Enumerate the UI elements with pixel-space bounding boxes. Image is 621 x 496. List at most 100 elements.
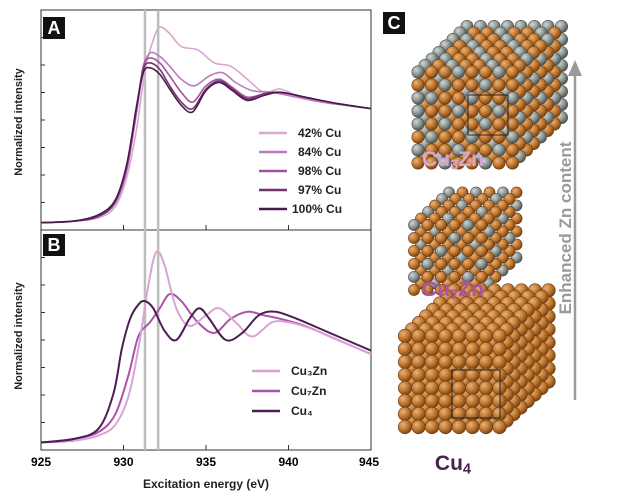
copper-atom — [478, 143, 492, 157]
copper-atom — [451, 341, 467, 357]
panel-c-letter: C — [388, 13, 401, 33]
copper-atom — [465, 406, 480, 422]
copper-atom — [451, 393, 467, 409]
copper-atom — [421, 232, 434, 244]
zinc-atom — [438, 156, 452, 170]
copper-atom — [462, 232, 474, 244]
panel-a-letter: A — [48, 18, 61, 38]
copper-atom — [478, 419, 494, 435]
copper-atom — [465, 380, 480, 396]
copper-atom — [435, 258, 447, 270]
copper-atom — [492, 419, 507, 435]
copper-atom — [475, 245, 488, 257]
copper-atom — [475, 232, 488, 244]
copper-atom — [465, 341, 480, 357]
panel-b-series — [40, 250, 372, 444]
zinc-atom — [465, 130, 479, 144]
series-line — [40, 292, 372, 444]
copper-atom — [465, 328, 480, 344]
zinc-atom — [424, 91, 438, 105]
panel-b-frame — [40, 229, 372, 451]
copper-atom — [462, 258, 474, 270]
copper-atom — [451, 91, 465, 105]
unit-cell-outline — [467, 94, 509, 136]
copper-atom — [397, 419, 413, 435]
copper-atom — [408, 284, 420, 296]
y-axis-label-a: Normalized intensity — [13, 67, 25, 175]
copper-atom — [411, 130, 425, 144]
zinc-atom — [438, 117, 452, 131]
copper-atom — [438, 380, 453, 396]
copper-atom — [397, 393, 413, 409]
copper-atom — [478, 406, 494, 422]
copper-atom — [438, 65, 452, 79]
copper-atom — [448, 271, 461, 283]
copper-atom — [505, 143, 519, 157]
copper-atom — [421, 245, 434, 257]
copper-atom — [462, 245, 474, 257]
copper-atom — [478, 130, 492, 144]
copper-atom — [408, 245, 420, 257]
copper-atom — [411, 156, 425, 170]
zinc-atom — [408, 219, 420, 231]
copper-atom — [397, 341, 413, 357]
zinc-atom — [451, 65, 465, 79]
copper-atom — [438, 341, 453, 357]
copper-atom — [451, 328, 467, 344]
legend-label-cu3zn: Cu₃Zn — [291, 364, 327, 378]
copper-atom — [397, 328, 413, 344]
zinc-atom — [462, 219, 474, 231]
copper-atom — [424, 341, 440, 357]
zinc-atom — [411, 65, 425, 79]
copper-atom — [478, 354, 494, 370]
copper-atom — [424, 104, 438, 118]
series-line — [40, 299, 372, 444]
zinc-atom — [492, 104, 506, 118]
copper-atom — [478, 65, 492, 79]
copper-atom — [435, 271, 447, 283]
zinc-atom — [424, 130, 438, 144]
copper-atom — [465, 117, 479, 131]
panel-c-letter-box — [383, 12, 405, 34]
copper-atom — [424, 143, 438, 157]
cu4-label: Cu4 — [434, 452, 472, 478]
copper-atom — [411, 367, 426, 383]
copper-atom — [408, 232, 420, 244]
series-line — [40, 57, 372, 224]
copper-atom — [465, 354, 480, 370]
zinc-atom — [492, 65, 506, 79]
panel-a-frame — [40, 9, 372, 231]
zinc-atom — [451, 104, 465, 118]
copper-atom — [438, 328, 453, 344]
zinc-atom — [492, 143, 506, 157]
copper-atom — [424, 328, 440, 344]
copper-atom — [421, 219, 434, 231]
zinc-atom — [435, 245, 447, 257]
legend-label-97: 97% Cu — [298, 183, 341, 197]
x-tick-label: 930 — [113, 455, 133, 469]
copper-atom — [492, 341, 507, 357]
copper-atom — [424, 393, 440, 409]
copper-atom — [397, 367, 413, 383]
cu3zn-label: Cu3Zn — [422, 148, 484, 174]
copper-atom — [438, 393, 453, 409]
copper-atom — [451, 419, 467, 435]
copper-atom — [492, 78, 506, 92]
copper-atom — [408, 258, 420, 270]
zinc-atom — [411, 104, 425, 118]
legend-label-42: 42% Cu — [298, 126, 341, 140]
cu7zn-label: Cu7Zn — [422, 278, 484, 304]
copper-atom — [492, 130, 506, 144]
zinc-atom — [505, 91, 519, 105]
copper-atom — [435, 219, 447, 231]
y-axis-label-b: Normalized intensity — [13, 281, 25, 389]
cu4-cluster — [397, 283, 556, 435]
legend-label-84: 84% Cu — [298, 145, 341, 159]
copper-atom — [438, 91, 452, 105]
copper-atom — [451, 130, 465, 144]
copper-atom — [505, 78, 519, 92]
copper-atom — [424, 65, 438, 79]
series-line — [40, 250, 372, 444]
legend-b: Cu₃Zn Cu₇Zn Cu₄ — [252, 364, 327, 418]
